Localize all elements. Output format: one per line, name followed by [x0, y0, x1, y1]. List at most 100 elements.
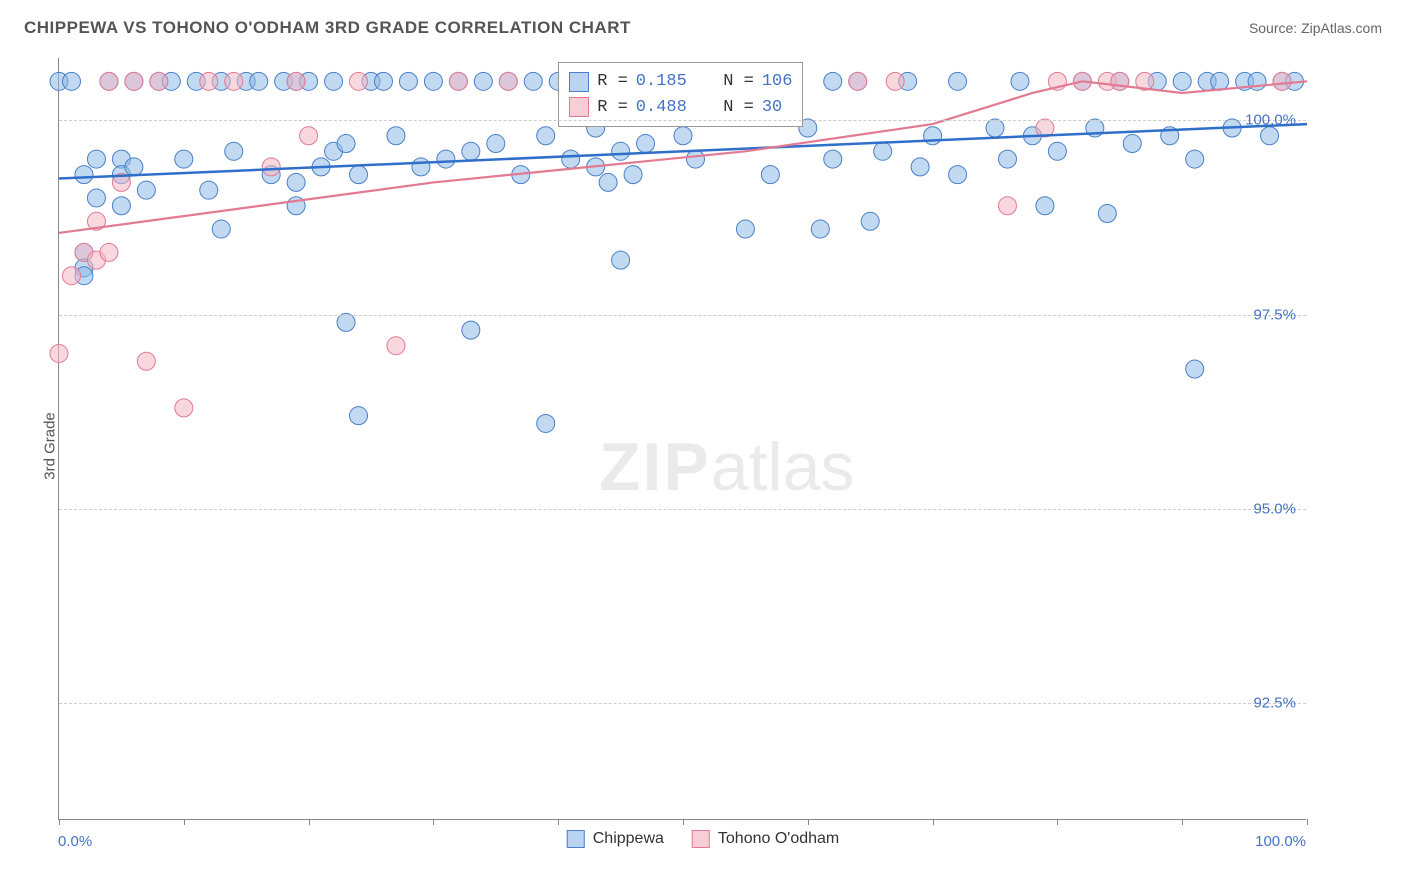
scatter-point: [200, 181, 218, 199]
x-tick: [433, 819, 434, 825]
legend-swatch: [692, 830, 710, 848]
scatter-point: [637, 135, 655, 153]
scatter-point: [325, 72, 343, 90]
scatter-point: [424, 72, 442, 90]
scatter-point: [911, 158, 929, 176]
x-tick: [1057, 819, 1058, 825]
scatter-point: [1111, 72, 1129, 90]
x-tick: [558, 819, 559, 825]
scatter-point: [824, 72, 842, 90]
scatter-point: [612, 251, 630, 269]
scatter-point: [100, 243, 118, 261]
scatter-point: [125, 72, 143, 90]
legend-swatch: [569, 97, 589, 117]
scatter-point: [412, 158, 430, 176]
chart-title: CHIPPEWA VS TOHONO O'ODHAM 3RD GRADE COR…: [24, 18, 631, 38]
scatter-point: [1036, 197, 1054, 215]
scatter-point: [1211, 72, 1229, 90]
scatter-point: [112, 197, 130, 215]
legend-swatch: [567, 830, 585, 848]
scatter-point: [87, 189, 105, 207]
scatter-point: [212, 220, 230, 238]
y-tick-label: 100.0%: [1245, 112, 1296, 129]
scatter-point: [150, 72, 168, 90]
scatter-point: [624, 166, 642, 184]
scatter-point: [1123, 135, 1141, 153]
legend-item: Chippewa: [567, 830, 664, 848]
gridline: [59, 509, 1306, 510]
scatter-point: [474, 72, 492, 90]
x-axis-max-label: 100.0%: [1255, 833, 1306, 850]
scatter-point: [100, 72, 118, 90]
scatter-point: [886, 72, 904, 90]
scatter-point: [537, 414, 555, 432]
scatter-point: [387, 127, 405, 145]
scatter-point: [612, 142, 630, 160]
scatter-point: [674, 127, 692, 145]
x-tick: [808, 819, 809, 825]
chart-svg: [59, 58, 1306, 819]
scatter-point: [287, 72, 305, 90]
source-attribution: Source: ZipAtlas.com: [1249, 20, 1382, 36]
y-axis-label: 3rd Grade: [41, 412, 58, 480]
scatter-point: [811, 220, 829, 238]
scatter-point: [998, 150, 1016, 168]
scatter-point: [686, 150, 704, 168]
scatter-point: [399, 72, 417, 90]
scatter-point: [350, 72, 368, 90]
n-value: 106: [762, 69, 793, 95]
scatter-point: [462, 321, 480, 339]
scatter-point: [137, 352, 155, 370]
scatter-point: [87, 150, 105, 168]
r-label: R =: [597, 69, 628, 95]
scatter-point: [736, 220, 754, 238]
scatter-point: [949, 72, 967, 90]
gridline: [59, 120, 1306, 121]
scatter-point: [1186, 360, 1204, 378]
scatter-point: [262, 158, 280, 176]
scatter-point: [824, 150, 842, 168]
scatter-point: [1011, 72, 1029, 90]
scatter-point: [250, 72, 268, 90]
scatter-point: [225, 142, 243, 160]
scatter-point: [949, 166, 967, 184]
scatter-point: [849, 72, 867, 90]
legend-stat-row: R =0.185 N =106: [569, 69, 792, 95]
x-tick: [1182, 819, 1183, 825]
scatter-point: [924, 127, 942, 145]
plot-area: R =0.185 N =106R =0.488 N = 30 ZIPatlas …: [58, 58, 1306, 820]
scatter-point: [761, 166, 779, 184]
scatter-point: [75, 166, 93, 184]
x-axis-min-label: 0.0%: [58, 833, 92, 850]
legend-swatch: [569, 72, 589, 92]
correlation-legend: R = 0.185 N = 106R =0.488 N = 30: [558, 62, 803, 127]
scatter-point: [200, 72, 218, 90]
scatter-point: [1173, 72, 1191, 90]
scatter-point: [62, 267, 80, 285]
scatter-point: [861, 212, 879, 230]
scatter-point: [599, 173, 617, 191]
scatter-point: [524, 72, 542, 90]
n-label: N =: [723, 95, 754, 121]
scatter-point: [300, 127, 318, 145]
legend-label: Tohono O'odham: [718, 830, 839, 848]
legend-stat-row: R =0.488 N = 30: [569, 95, 792, 121]
scatter-point: [487, 135, 505, 153]
r-value: 0.185: [636, 69, 687, 95]
y-tick-label: 95.0%: [1253, 500, 1296, 517]
scatter-point: [462, 142, 480, 160]
x-tick: [933, 819, 934, 825]
scatter-point: [175, 399, 193, 417]
scatter-point: [998, 197, 1016, 215]
scatter-point: [449, 72, 467, 90]
scatter-point: [287, 173, 305, 191]
scatter-point: [125, 158, 143, 176]
scatter-point: [1273, 72, 1291, 90]
scatter-point: [62, 72, 80, 90]
x-tick: [1307, 819, 1308, 825]
x-tick: [59, 819, 60, 825]
scatter-point: [986, 119, 1004, 137]
scatter-point: [337, 135, 355, 153]
legend-item: Tohono O'odham: [692, 830, 839, 848]
scatter-point: [225, 72, 243, 90]
